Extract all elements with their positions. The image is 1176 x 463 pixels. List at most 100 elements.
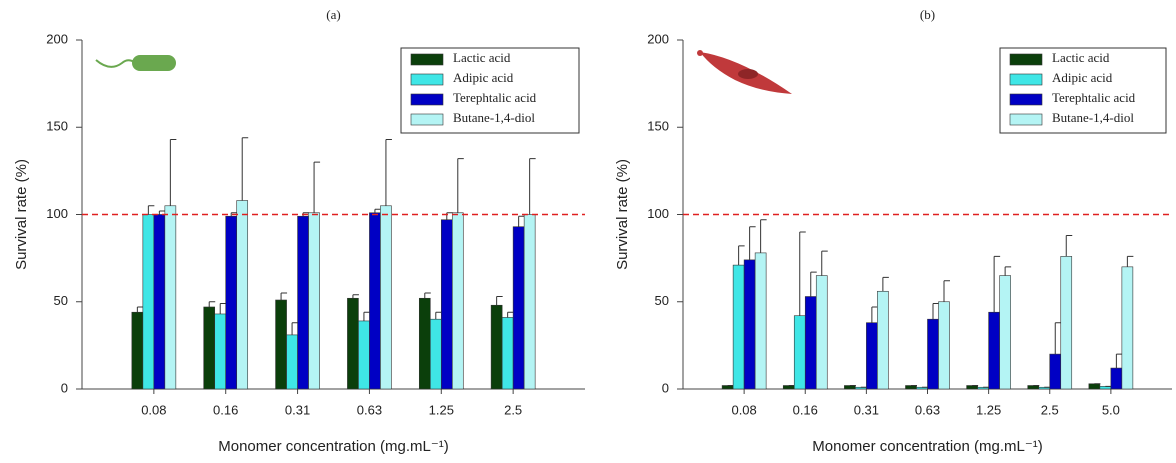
x-tick-label: 0.16 (793, 402, 818, 417)
bar (225, 215, 238, 390)
x-tick-label: 2.5 (504, 402, 522, 417)
error-bar (871, 306, 878, 323)
error-bar (738, 245, 745, 266)
legend-label: Lactic acid (453, 50, 511, 65)
error-bar (518, 215, 525, 227)
x-axis-label: Monomer concentration (mg.mL⁻¹) (218, 438, 449, 455)
bar (451, 212, 464, 390)
bar (418, 297, 431, 390)
bar (236, 200, 249, 390)
bar (732, 264, 745, 390)
legend-swatch (410, 113, 444, 126)
error-bar (529, 158, 536, 215)
chart-title: (b) (920, 7, 935, 22)
legend-label: Butane-1,4-diol (1052, 110, 1134, 125)
bar (512, 226, 525, 390)
error-bar (169, 138, 177, 206)
bar (214, 313, 227, 390)
error-bar (810, 271, 817, 297)
y-tick-label: 100 (46, 206, 68, 221)
bar (369, 212, 381, 390)
bar (844, 385, 856, 390)
error-bar (363, 311, 370, 321)
error-bar (749, 226, 756, 260)
legend-swatch (410, 53, 444, 66)
x-tick-label: 5.0 (1102, 402, 1120, 417)
bar (429, 318, 442, 390)
error-bar (230, 212, 238, 217)
bar (866, 322, 878, 390)
bar (358, 320, 370, 390)
bar (999, 275, 1011, 390)
legend-swatch (1009, 113, 1043, 126)
error-bar (882, 276, 889, 292)
bacterium-icon (95, 55, 176, 71)
error-bar (1126, 255, 1134, 267)
x-tick-label: 0.31 (854, 402, 879, 417)
error-bar (496, 296, 503, 306)
bar (1110, 367, 1123, 390)
error-bar (313, 161, 321, 213)
bar (966, 385, 978, 390)
error-bar (821, 250, 828, 276)
y-tick-label: 150 (46, 119, 68, 134)
y-tick-label: 50 (54, 293, 68, 308)
error-bar (943, 280, 950, 302)
bar (1027, 385, 1040, 390)
y-tick-label: 100 (647, 206, 669, 221)
bar (804, 296, 817, 390)
bar (380, 205, 392, 390)
bar (286, 334, 298, 390)
error-bar (208, 301, 216, 307)
error-bar (435, 311, 442, 320)
y-tick-label: 0 (662, 380, 669, 395)
bar (440, 219, 453, 390)
bar (347, 297, 359, 390)
legend-label: Terephtalic acid (453, 90, 537, 105)
bar (203, 306, 216, 390)
error-bar (932, 302, 939, 320)
legend-label: Terephtalic acid (1052, 90, 1136, 105)
legend-swatch (1009, 73, 1043, 86)
error-bar (291, 322, 299, 335)
y-tick-label: 50 (655, 293, 669, 308)
x-tick-label: 2.5 (1041, 402, 1059, 417)
bar (1088, 383, 1101, 390)
x-tick-label: 0.08 (731, 402, 756, 417)
bar (1060, 256, 1073, 390)
bar (523, 214, 536, 390)
bar (793, 315, 806, 390)
bar (308, 212, 320, 390)
error-bar (352, 294, 359, 299)
error-bar (1065, 234, 1073, 257)
error-bar (219, 302, 227, 314)
y-axis-label: Survival rate (%) (614, 159, 631, 270)
legend-swatch (1009, 93, 1043, 106)
x-tick-label: 0.63 (915, 402, 940, 417)
x-tick-label: 1.25 (429, 402, 454, 417)
error-bar (1054, 322, 1062, 355)
bar (721, 385, 734, 390)
error-bar (993, 255, 1001, 313)
bar (743, 259, 756, 390)
legend-label: Adipic acid (453, 70, 514, 85)
bar (153, 214, 166, 390)
error-bar (507, 311, 514, 318)
error-bar (385, 138, 392, 206)
y-tick-label: 150 (647, 119, 669, 134)
bar (905, 385, 917, 390)
y-tick-label: 0 (61, 380, 68, 395)
bar (1121, 266, 1134, 390)
y-axis-label: Survival rate (%) (13, 159, 30, 270)
legend-label: Adipic acid (1052, 70, 1113, 85)
x-tick-label: 0.16 (213, 402, 238, 417)
bar (1049, 353, 1062, 390)
error-bar (280, 292, 288, 301)
legend-swatch (410, 73, 444, 86)
bar (275, 299, 287, 390)
bar (490, 304, 503, 390)
x-tick-label: 0.31 (285, 402, 310, 417)
bar (877, 290, 889, 390)
